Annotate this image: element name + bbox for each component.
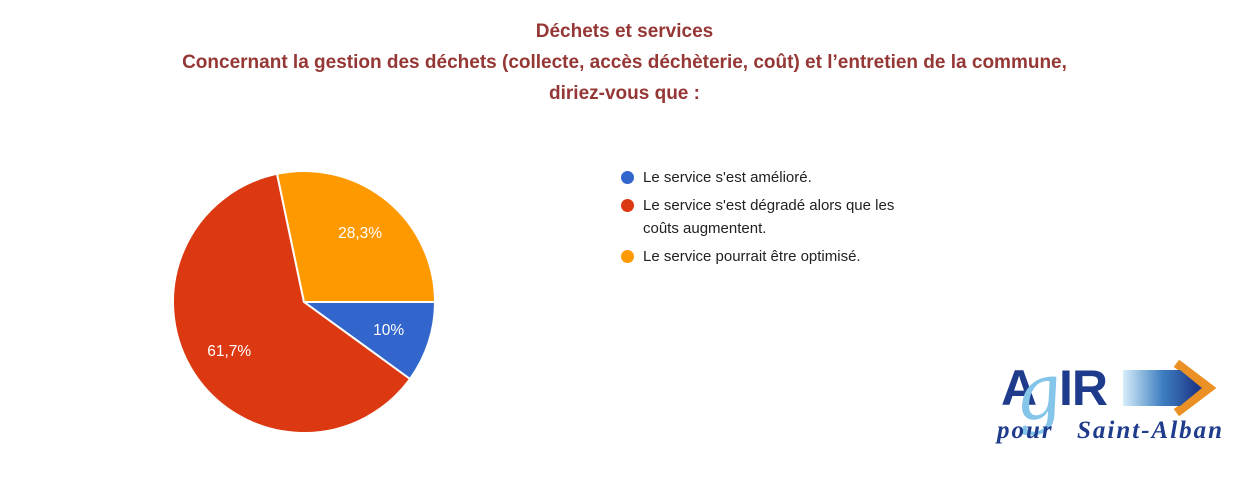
chart-title-line-3: diriez-vous que :	[549, 83, 700, 104]
chart-legend: Le service s'est amélioré. Le service s'…	[621, 166, 921, 273]
legend-label: Le service s'est amélioré.	[643, 169, 812, 186]
logo-text-saint-alban: Saint-Alban	[1077, 417, 1224, 444]
chart-title-line-1: Déchets et services	[535, 21, 714, 42]
legend-item-ameliore: Le service s'est amélioré.	[621, 166, 921, 189]
legend-swatch-blue-icon	[621, 171, 634, 184]
legend-label: Le service pourrait être optimisé.	[643, 248, 861, 265]
pie-slice[interactable]	[303, 301, 436, 380]
legend-swatch-orange-icon	[621, 250, 634, 263]
legend-item-optimise: Le service pourrait être optimisé.	[621, 245, 921, 268]
logo-arrow-bar-icon	[1123, 370, 1202, 406]
legend-swatch-red-icon	[621, 199, 634, 212]
logo-letters-ir: IR	[1059, 360, 1108, 416]
logo-text-pour: pour	[995, 417, 1054, 444]
pie-slice-label: 10%	[373, 322, 404, 339]
pie-slice-label: 28,3%	[338, 225, 382, 242]
agir-logo: A IR g pour Saint-Alban	[995, 358, 1224, 444]
pie-slice-label: 61,7%	[207, 343, 251, 360]
chart-title: Déchets et services Concernant la gestio…	[0, 16, 1249, 109]
logo-script-g: g	[1009, 358, 1068, 439]
logo-letter-a: A	[1001, 360, 1036, 416]
chart-title-line-2: Concernant la gestion des déchets (colle…	[182, 52, 1067, 73]
legend-label: Le service s'est dégradé alors que les c…	[643, 197, 895, 237]
pie-chart: 10% 61,7% 28,3%	[171, 170, 436, 434]
pie-slice[interactable]	[276, 170, 436, 303]
pie-slice[interactable]	[171, 172, 411, 434]
logo-orange-chevron-icon	[1173, 359, 1217, 417]
legend-item-degrade: Le service s'est dégradé alors que les c…	[621, 194, 921, 240]
